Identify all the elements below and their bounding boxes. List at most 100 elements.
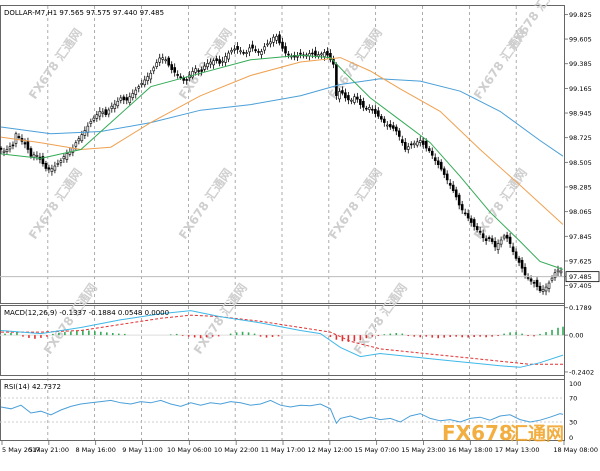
candle-body xyxy=(233,48,236,51)
candle-body xyxy=(556,269,560,273)
price-tick-label: 98.065 xyxy=(569,208,592,216)
candle-body xyxy=(209,61,212,65)
ma-slow-line xyxy=(0,78,564,157)
candle-body xyxy=(59,160,63,163)
time-tick-label: 5 May 2017 xyxy=(2,446,40,454)
candle-body xyxy=(520,259,524,269)
macd-signal-line xyxy=(1,314,563,365)
candle-body xyxy=(248,47,251,53)
candle-body xyxy=(53,165,57,171)
time-grid xyxy=(47,6,517,440)
candle-body xyxy=(137,86,141,89)
candle-body xyxy=(394,126,398,132)
candle-body xyxy=(412,142,416,146)
macd-axis-ticks: 0.1789 0.00 -0.2402 xyxy=(564,304,594,376)
candle-body xyxy=(353,96,356,103)
candle-body xyxy=(116,100,120,107)
candle-body xyxy=(538,285,542,291)
candle-body xyxy=(526,277,530,279)
candle-body xyxy=(11,144,15,147)
candle-body xyxy=(389,124,392,128)
candle-body xyxy=(35,154,39,157)
candle-body xyxy=(511,246,515,252)
price-tick-label: 99.385 xyxy=(569,60,592,68)
candle-body xyxy=(397,130,401,137)
candle-body xyxy=(457,194,461,206)
candle-body xyxy=(371,108,374,111)
candle-body xyxy=(23,142,27,145)
candle-body xyxy=(421,140,425,145)
candle-body xyxy=(185,79,188,81)
candle-body xyxy=(496,243,500,250)
candle-body xyxy=(164,59,168,62)
candle-body xyxy=(170,64,173,70)
candle-body xyxy=(119,97,123,101)
candle-body xyxy=(368,107,371,110)
candle-body xyxy=(272,36,275,43)
ma-mid-line xyxy=(0,57,564,225)
candle-body xyxy=(409,143,413,146)
candle-body xyxy=(487,237,491,239)
candle-body xyxy=(359,99,362,105)
candle-body xyxy=(194,68,197,73)
candle-body xyxy=(311,52,314,55)
candle-body xyxy=(236,46,239,50)
candle-body xyxy=(418,140,422,143)
candle-body xyxy=(113,103,117,109)
candle-body xyxy=(221,60,224,63)
price-tick-label: 98.505 xyxy=(569,159,592,167)
candle-body xyxy=(65,153,69,160)
candle-body xyxy=(544,286,548,292)
candle-body xyxy=(5,149,9,152)
candle-body xyxy=(499,239,503,245)
candle-body xyxy=(427,148,431,152)
candle-body xyxy=(356,96,359,100)
candle-body xyxy=(415,141,419,146)
candle-body xyxy=(77,138,81,142)
price-tick-label: 97.485 xyxy=(569,273,592,281)
time-tick-label: 8 May 16:00 xyxy=(75,446,115,454)
candle-body xyxy=(224,56,227,63)
candle-body xyxy=(266,43,269,46)
candle-body xyxy=(490,238,494,242)
candle-body xyxy=(179,76,182,79)
candle-body xyxy=(32,154,36,158)
time-tick-label: 18 May 08:00 xyxy=(553,446,598,454)
candle-body xyxy=(386,124,389,127)
candle-body xyxy=(218,59,221,64)
candle-body xyxy=(535,279,539,287)
candle-body xyxy=(107,109,111,115)
candle-body xyxy=(436,160,440,165)
macd-tick-label: 0.1789 xyxy=(569,304,592,312)
rsi-tick-label: 100 xyxy=(569,380,581,388)
time-tick-label: 17 May 13:00 xyxy=(495,446,540,454)
candle-body xyxy=(191,71,194,78)
candle-body xyxy=(493,241,497,248)
candle-body xyxy=(56,163,60,165)
price-tick-label: 98.285 xyxy=(569,184,592,192)
candle-body xyxy=(239,50,242,53)
rsi-tick-label: 70 xyxy=(569,395,577,403)
candle-body xyxy=(257,51,260,53)
price-tick-label: 98.945 xyxy=(569,110,592,118)
price-tick-label: 97.845 xyxy=(569,233,592,241)
candle-body xyxy=(472,219,476,227)
candle-body xyxy=(460,204,464,211)
candle-body xyxy=(122,96,126,101)
time-tick-label: 15 May 23:00 xyxy=(401,446,446,454)
candle-body xyxy=(44,162,48,169)
price-tick-label: 97.405 xyxy=(569,282,592,290)
candle-body xyxy=(433,157,437,161)
candle-body xyxy=(2,150,6,153)
candle-body xyxy=(502,235,506,239)
last-price-box xyxy=(565,271,600,283)
candle-body xyxy=(481,233,485,239)
candle-body xyxy=(155,62,159,67)
macd-main-line xyxy=(0,310,564,368)
macd-panel-frame xyxy=(0,305,565,376)
candle-body xyxy=(523,266,527,276)
candle-body xyxy=(17,136,21,139)
candle-body xyxy=(104,109,108,116)
time-tick-label: 12 May 12:00 xyxy=(308,446,353,454)
